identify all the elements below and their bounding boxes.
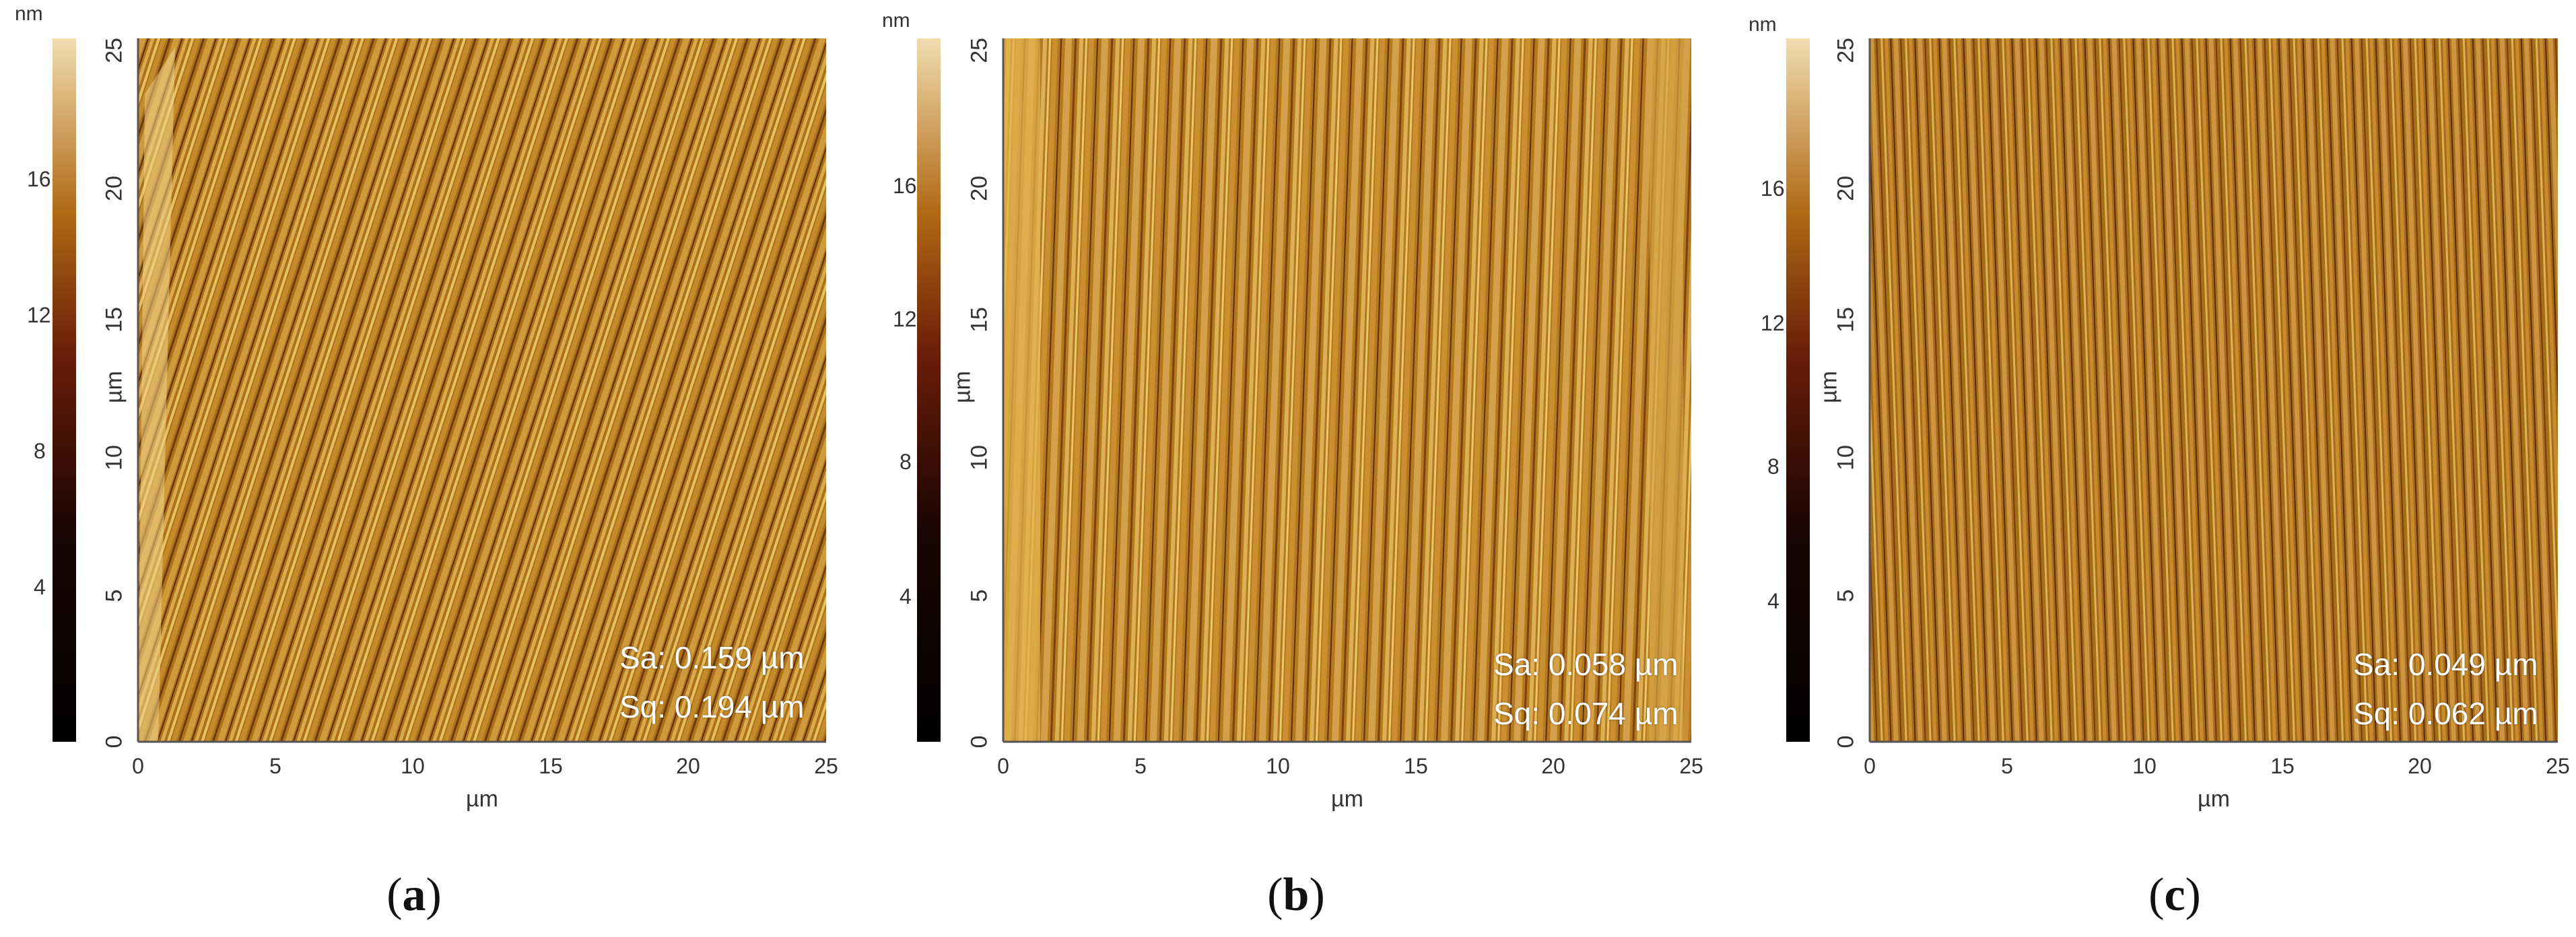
- colorbar-tick: 8: [1767, 454, 1780, 479]
- y-tick: 15: [966, 307, 992, 333]
- y-tick: 25: [101, 38, 127, 63]
- colorbar-tick: 16: [27, 167, 51, 191]
- x-tick: 25: [814, 754, 838, 778]
- colorbar-tick: 12: [1761, 311, 1785, 335]
- x-tick: 10: [401, 754, 425, 778]
- y-tick: 20: [1833, 176, 1859, 201]
- sa-value: Sa: 0.058 µm: [1493, 647, 1679, 682]
- colorbar-tick: 4: [900, 584, 912, 609]
- afm-panel-c-graphics: [1786, 38, 2558, 743]
- x-tick: 20: [1541, 754, 1565, 778]
- x-tick: 20: [676, 754, 700, 778]
- y-tick: 5: [101, 589, 127, 602]
- y-tick: 0: [966, 735, 992, 749]
- sq-value: Sq: 0.074 µm: [1493, 696, 1679, 731]
- y-axis-label: µm: [1816, 371, 1842, 403]
- x-tick: 10: [1266, 754, 1290, 778]
- afm-image-c: [1870, 38, 2558, 742]
- colorbar-a: [53, 38, 76, 742]
- colorbar-tick: 8: [900, 450, 912, 474]
- y-tick: 5: [966, 589, 992, 602]
- colorbar-b: [917, 38, 941, 742]
- sq-value: Sq: 0.194 µm: [619, 689, 805, 724]
- y-tick: 25: [1833, 38, 1859, 63]
- colorbar-tick: 12: [893, 307, 917, 331]
- afm-panel-a: nm 16 12 8 4 25 20 15 µm 10 5 0 0 5 10 1…: [0, 0, 858, 937]
- x-tick: 5: [269, 754, 281, 778]
- afm-panel-b: nm 16 12 8 4 25 20 15 µm 10 5 0 0 5 10 1…: [869, 0, 1727, 937]
- edge-band-b: [1003, 38, 1040, 742]
- afm-image-a: [138, 38, 826, 742]
- sa-value: Sa: 0.159 µm: [619, 640, 805, 675]
- y-tick: 10: [101, 445, 127, 471]
- scratch-highlight-a: [138, 47, 175, 742]
- x-tick: 0: [1864, 754, 1876, 778]
- sa-value: Sa: 0.049 µm: [2353, 647, 2538, 682]
- colorbar-tick: 16: [1761, 176, 1785, 201]
- x-axis-label: µm: [1331, 786, 1363, 812]
- y-tick: 25: [966, 38, 992, 63]
- x-tick: 25: [2546, 754, 2570, 778]
- afm-panel-a-graphics: [53, 38, 826, 743]
- colorbar-tick: 4: [34, 575, 46, 599]
- y-tick: 20: [101, 176, 127, 201]
- y-axis-label: µm: [949, 371, 976, 403]
- x-axis-label: µm: [466, 786, 498, 812]
- y-tick: 0: [1833, 735, 1859, 749]
- y-tick: 15: [101, 307, 127, 333]
- y-tick: 0: [101, 735, 127, 749]
- x-tick: 5: [2001, 754, 2013, 778]
- x-tick: 0: [132, 754, 144, 778]
- colorbar-unit: nm: [882, 9, 910, 32]
- y-tick: 10: [966, 445, 992, 471]
- afm-image-b: [1003, 38, 1691, 742]
- x-axis-label: µm: [2198, 786, 2230, 812]
- x-tick: 15: [539, 754, 563, 778]
- x-tick: 15: [1404, 754, 1428, 778]
- y-axis-label: µm: [101, 371, 127, 403]
- panel-caption-c: (c): [2148, 869, 2201, 921]
- afm-panel-c: nm 16 12 8 4 25 20 15 µm 10 5 0 0 5 10 1…: [1734, 0, 2576, 937]
- sq-value: Sq: 0.062 µm: [2353, 696, 2538, 731]
- colorbar-tick: 16: [893, 174, 917, 198]
- y-tick: 20: [966, 176, 992, 201]
- y-tick: 5: [1833, 589, 1859, 602]
- colorbar-unit: nm: [1749, 13, 1777, 36]
- colorbar-tick: 8: [34, 439, 46, 463]
- panel-caption-b: (b): [1267, 869, 1325, 921]
- y-tick: 15: [1833, 307, 1859, 333]
- x-tick: 0: [997, 754, 1009, 778]
- colorbar-tick: 4: [1767, 589, 1780, 613]
- x-tick: 25: [1679, 754, 1703, 778]
- colorbar-tick: 12: [27, 303, 51, 327]
- colorbar-c: [1786, 38, 1810, 742]
- panel-caption-a: (a): [386, 869, 442, 921]
- x-tick: 5: [1134, 754, 1147, 778]
- colorbar-unit: nm: [15, 3, 43, 25]
- x-tick: 15: [2270, 754, 2295, 778]
- afm-panel-b-graphics: [917, 38, 1691, 743]
- x-tick: 10: [2132, 754, 2157, 778]
- x-tick: 20: [2408, 754, 2432, 778]
- y-tick: 10: [1833, 445, 1859, 471]
